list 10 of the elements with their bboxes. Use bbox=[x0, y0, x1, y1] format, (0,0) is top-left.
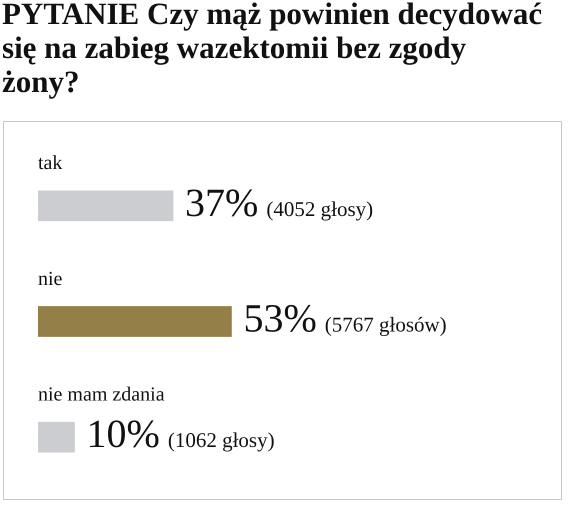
data-label: 37% bbox=[185, 180, 258, 225]
y-tick-label: tak bbox=[38, 152, 62, 174]
text: (5767 głosów) bbox=[324, 312, 447, 336]
text: (4052 głosy) bbox=[266, 196, 374, 221]
y-tick-label: nie mam zdania bbox=[38, 383, 165, 406]
annotation: (1062 głosy) bbox=[168, 428, 275, 452]
data-label: 53% bbox=[243, 296, 317, 340]
chart-title: PYTANIE Czy mąż powinien decydować się na zabieg wazektomii bez zgody żony? bbox=[2, 0, 544, 99]
y-tick-label: nie bbox=[38, 268, 63, 290]
data-label: 10% bbox=[86, 411, 160, 456]
